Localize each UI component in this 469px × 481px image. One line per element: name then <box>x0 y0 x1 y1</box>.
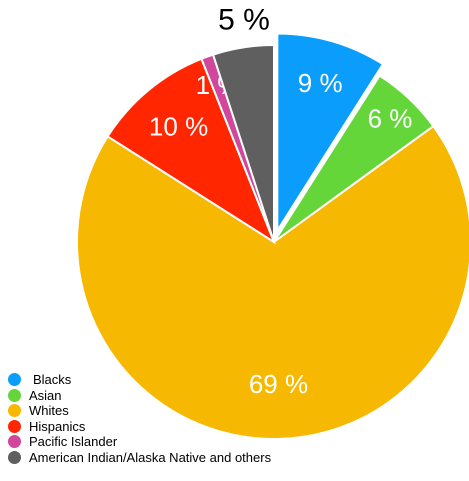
legend-item: Blacks <box>8 372 271 388</box>
slice-value-label: 10 % <box>149 112 208 142</box>
legend-swatch <box>8 419 21 433</box>
legend-item: Hispanics <box>8 419 271 435</box>
legend-swatch <box>8 388 21 402</box>
pie-slice-blacks <box>276 32 385 234</box>
legend-label: American Indian/Alaska Native and others <box>29 449 272 465</box>
legend-swatch <box>8 450 21 464</box>
pie-slice-hispanics <box>106 57 277 245</box>
legend-item: American Indian/Alaska Native and others <box>8 450 271 466</box>
legend-label: Pacific Islander <box>29 434 118 450</box>
legend-label: Blacks <box>33 372 72 388</box>
legend-label: Whites <box>29 403 69 419</box>
chart-legend: Blacks Asian Whites Hispanics Pacific Island… <box>8 372 271 465</box>
legend-item: Pacific Islander <box>8 434 271 450</box>
legend-label: Asian <box>29 387 62 403</box>
slice-value-label: 6 % <box>368 103 413 133</box>
legend-label: Hispanics <box>29 418 86 434</box>
legend-item: Asian <box>8 388 271 404</box>
pie-slice-whites <box>76 124 469 440</box>
legend-swatch <box>8 435 21 449</box>
legend-swatch <box>8 373 21 387</box>
slice-value-label: 5 % <box>218 4 270 37</box>
legend-swatch <box>8 404 21 418</box>
legend-item: Whites <box>8 403 271 419</box>
slice-value-label: 69 % <box>249 369 308 399</box>
slice-value-label: 9 % <box>298 68 343 98</box>
pie-slice-american-indian <box>211 43 275 243</box>
